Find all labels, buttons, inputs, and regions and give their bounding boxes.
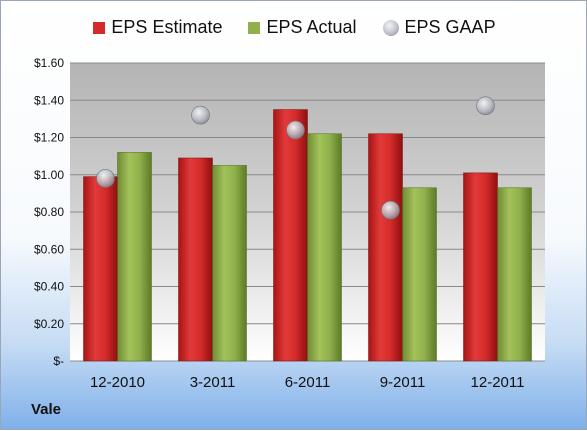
legend-swatch-gaap [382, 19, 399, 36]
y-tick-label: $0.20 [34, 317, 64, 331]
point-eps-gaap [286, 120, 305, 140]
point-eps-gaap [96, 169, 115, 188]
x-tick-label: 3-2011 [190, 374, 236, 391]
y-tick-label: $1.00 [34, 168, 64, 182]
y-tick-label: $- [53, 354, 64, 368]
bar-eps-estimate [83, 176, 118, 362]
x-tick-label: 9-2011 [380, 374, 426, 391]
bar-eps-actual [307, 133, 342, 362]
x-tick-label: 12-2010 [90, 374, 145, 391]
point-eps-gaap [191, 105, 210, 125]
legend-label-estimate: EPS Estimate [111, 17, 223, 37]
bar-eps-estimate [368, 133, 403, 362]
x-tick-label: 12-2011 [471, 374, 525, 391]
x-tick-label: 6-2011 [285, 374, 331, 391]
legend-label-gaap: EPS GAAP [404, 17, 496, 37]
bars [83, 109, 532, 362]
legend: EPS Estimate EPS Actual EPS GAAP [1, 17, 587, 38]
legend-swatch-actual [248, 21, 261, 34]
bar-eps-actual [212, 165, 247, 362]
y-tick-label: $0.80 [34, 205, 64, 219]
bar-eps-actual [402, 187, 437, 362]
point-eps-gaap [476, 96, 495, 116]
y-tick-label: $1.20 [34, 131, 64, 145]
gaap-points [96, 96, 495, 220]
legend-label-actual: EPS Actual [266, 17, 357, 37]
bar-eps-estimate [178, 157, 213, 362]
y-axis: $- $0.20 $0.40 $0.60 $0.80 $1.00 $1.20 $1.40 $1.… [34, 56, 64, 368]
legend-item-actual: EPS Actual [248, 17, 357, 38]
legend-item-gaap: EPS GAAP [382, 17, 496, 38]
point-eps-gaap [381, 200, 400, 220]
legend-item-estimate: EPS Estimate [93, 17, 222, 38]
y-tick-label: $1.40 [34, 93, 64, 107]
y-tick-label: $0.60 [34, 242, 64, 256]
bar-eps-estimate [463, 172, 498, 362]
legend-swatch-estimate [93, 21, 106, 34]
company-label: Vale [31, 401, 62, 418]
bar-eps-actual [117, 152, 152, 362]
y-tick-label: $1.60 [34, 56, 64, 70]
bar-eps-actual [497, 187, 532, 362]
y-tick-label: $0.40 [34, 280, 64, 294]
bar-eps-estimate [273, 109, 308, 362]
x-axis: 12-2010 3-2011 6-2011 9-2011 12-2011 [90, 374, 525, 391]
